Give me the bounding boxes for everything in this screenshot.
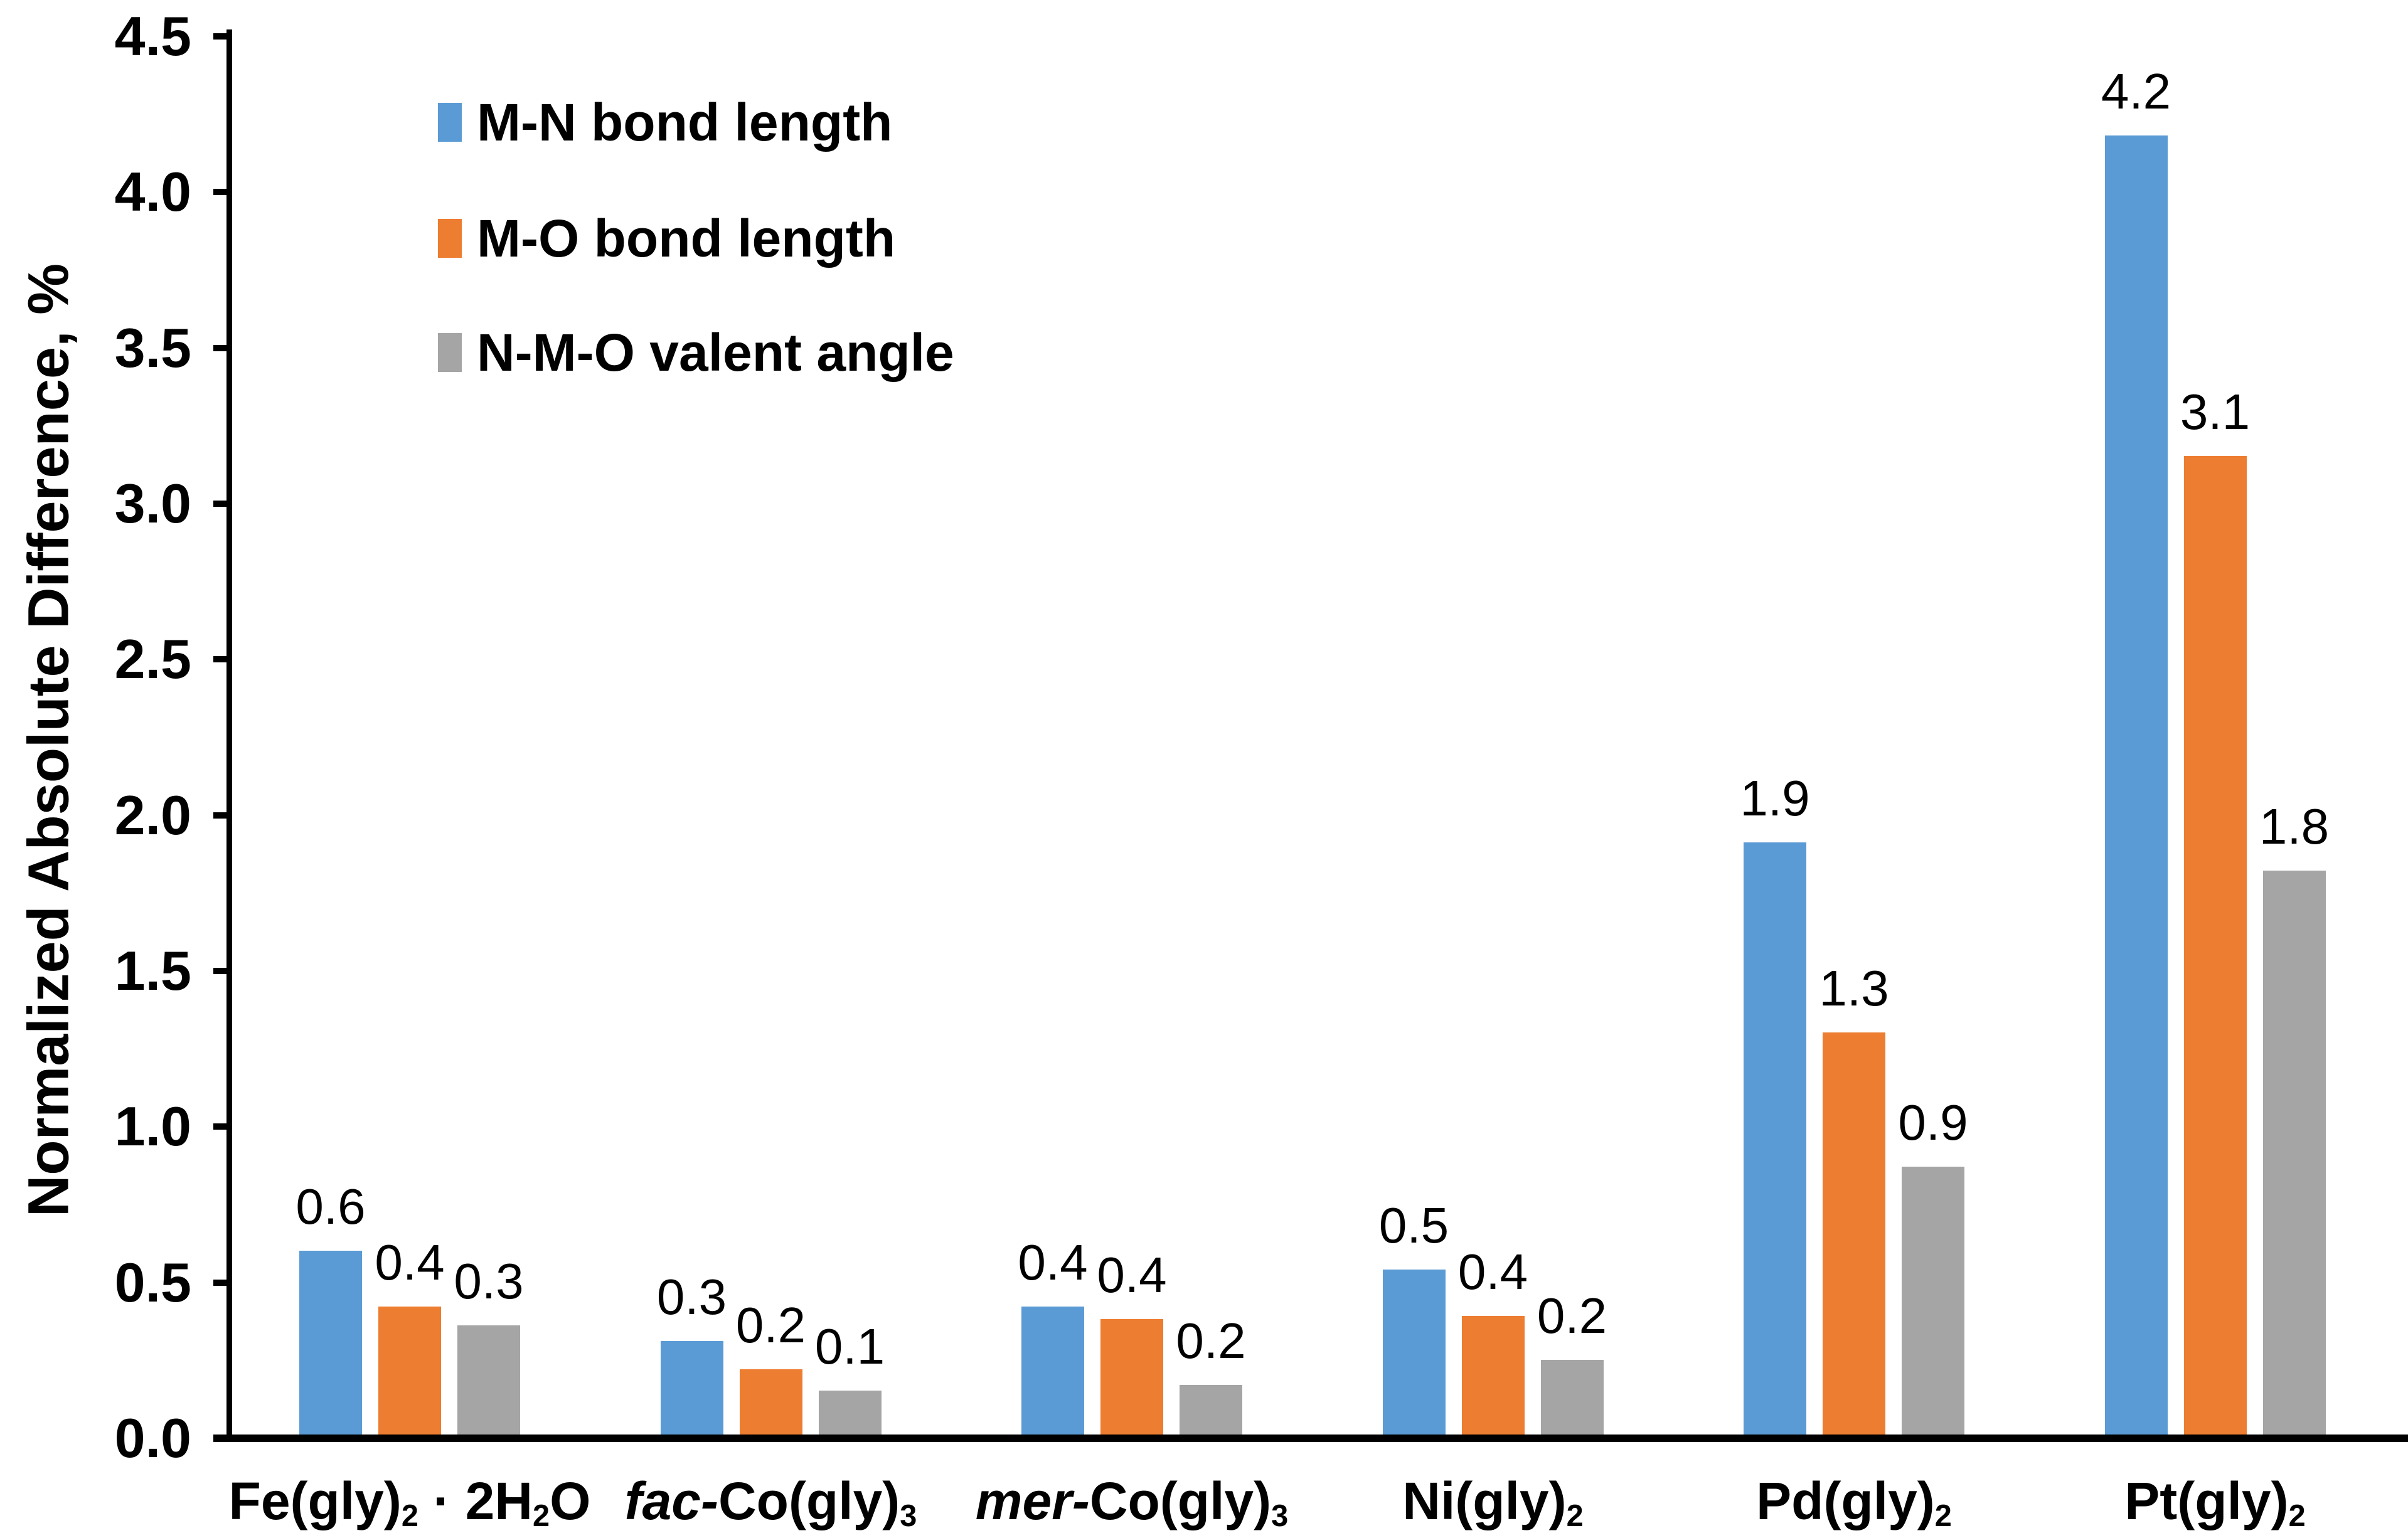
bar-series1-cat3 <box>1021 1307 1084 1435</box>
legend-swatch-icon <box>438 219 462 258</box>
bar-series2-cat6 <box>2183 456 2247 1435</box>
bar-series1-cat6 <box>2104 135 2168 1435</box>
bar-series1-cat1 <box>299 1251 362 1435</box>
category-label: Fe(gly)2 · 2H2O <box>146 1466 673 1538</box>
bar-value-label: 0.6 <box>296 1179 366 1234</box>
category-text: Pt(gly) <box>2124 1472 2289 1530</box>
y-tick-mark <box>213 1123 229 1130</box>
y-axis-line <box>226 29 232 1442</box>
category-text: Co(gly) <box>1089 1472 1272 1530</box>
bar-series3-cat1 <box>457 1325 520 1435</box>
bar-series3-cat4 <box>1540 1360 1604 1435</box>
y-tick-label: 3.0 <box>114 472 191 534</box>
bar-series2-cat4 <box>1461 1316 1525 1435</box>
bar-value-label: 0.4 <box>1018 1234 1088 1290</box>
bar-series2-cat2 <box>739 1369 802 1435</box>
bar-series3-cat2 <box>818 1391 882 1435</box>
y-tick-label: 1.5 <box>114 940 191 1002</box>
category-subscript: 2 <box>401 1498 418 1533</box>
y-tick-label: 1.0 <box>114 1095 191 1158</box>
legend-swatch-icon <box>438 103 462 142</box>
y-tick-label: 4.0 <box>114 161 191 223</box>
bar-series1-cat2 <box>660 1341 723 1435</box>
bar-value-label: 0.4 <box>375 1234 445 1290</box>
y-tick-label: 0.0 <box>114 1407 191 1469</box>
category-subscript: 3 <box>1271 1498 1289 1533</box>
category-text: · 2H <box>418 1472 533 1530</box>
y-tick-mark <box>213 189 229 196</box>
category-text: Fe(gly) <box>228 1472 402 1530</box>
bar-series1-cat5 <box>1744 842 1806 1435</box>
y-tick-mark <box>213 344 229 351</box>
category-text: mer- <box>975 1472 1090 1530</box>
y-tick-mark <box>213 812 229 819</box>
category-text: Pd(gly) <box>1756 1472 1935 1530</box>
category-text: Co(gly) <box>718 1472 900 1530</box>
category-text: O <box>550 1472 591 1530</box>
category-label: Ni(gly)2 <box>1230 1466 1757 1538</box>
bar-value-label: 0.9 <box>1898 1095 1968 1150</box>
bar-value-label: 0.1 <box>814 1318 885 1374</box>
bar-value-label: 0.4 <box>1097 1247 1167 1303</box>
bar-value-label: 0.3 <box>454 1253 524 1309</box>
y-axis-title: Normalized Absolute Difference, % <box>16 263 81 1217</box>
category-text: Ni(gly) <box>1402 1472 1567 1530</box>
bar-value-label: 0.2 <box>735 1297 806 1353</box>
bar-series3-cat6 <box>2262 871 2326 1435</box>
y-tick-mark <box>213 968 229 974</box>
bar-value-label: 1.9 <box>1740 770 1810 826</box>
bar-value-label: 4.2 <box>2101 63 2171 119</box>
category-label: fac-Co(gly)3 <box>508 1466 1035 1538</box>
y-tick-mark <box>213 656 229 663</box>
bar-value-label: 0.2 <box>1176 1313 1246 1369</box>
bar-series2-cat3 <box>1100 1319 1163 1435</box>
category-subscript: 2 <box>2288 1498 2306 1533</box>
bar-value-label: 3.1 <box>2180 384 2251 440</box>
category-label: Pd(gly)2 <box>1590 1466 2118 1538</box>
y-tick-label: 3.5 <box>114 316 191 379</box>
y-tick-label: 2.0 <box>114 783 191 846</box>
bar-value-label: 1.3 <box>1819 960 1889 1016</box>
bar-value-label: 0.5 <box>1378 1197 1449 1253</box>
bar-value-label: 0.4 <box>1457 1244 1528 1300</box>
bar-series1-cat4 <box>1382 1270 1446 1435</box>
category-subscript: 3 <box>900 1498 917 1533</box>
bar-value-label: 0.3 <box>656 1269 727 1325</box>
legend-label: M-O bond length <box>477 209 896 268</box>
category-subscript: 2 <box>1934 1498 1952 1533</box>
y-tick-label: 4.5 <box>114 5 191 67</box>
bar-series2-cat5 <box>1823 1032 1885 1435</box>
category-text: fac- <box>624 1472 718 1530</box>
category-subscript: 2 <box>1566 1498 1584 1533</box>
bar-series3-cat3 <box>1180 1385 1242 1435</box>
bar-value-label: 1.8 <box>2259 798 2330 854</box>
y-tick-label: 2.5 <box>114 628 191 691</box>
legend-label: M-N bond length <box>477 93 893 152</box>
y-tick-mark <box>213 501 229 507</box>
legend-swatch-icon <box>438 333 462 372</box>
x-axis-line <box>213 1435 2408 1442</box>
bar-value-label: 0.2 <box>1537 1288 1607 1344</box>
bar-series2-cat1 <box>378 1307 441 1435</box>
y-tick-mark <box>213 33 229 40</box>
category-label: Pt(gly)2 <box>1952 1466 2408 1538</box>
legend-label: N-M-O valent angle <box>477 323 954 382</box>
category-subscript: 2 <box>533 1498 550 1533</box>
bar-series3-cat5 <box>1902 1167 1964 1435</box>
y-tick-mark <box>213 1279 229 1286</box>
category-label: mer-Co(gly)3 <box>868 1466 1395 1538</box>
y-tick-label: 0.5 <box>114 1251 191 1313</box>
